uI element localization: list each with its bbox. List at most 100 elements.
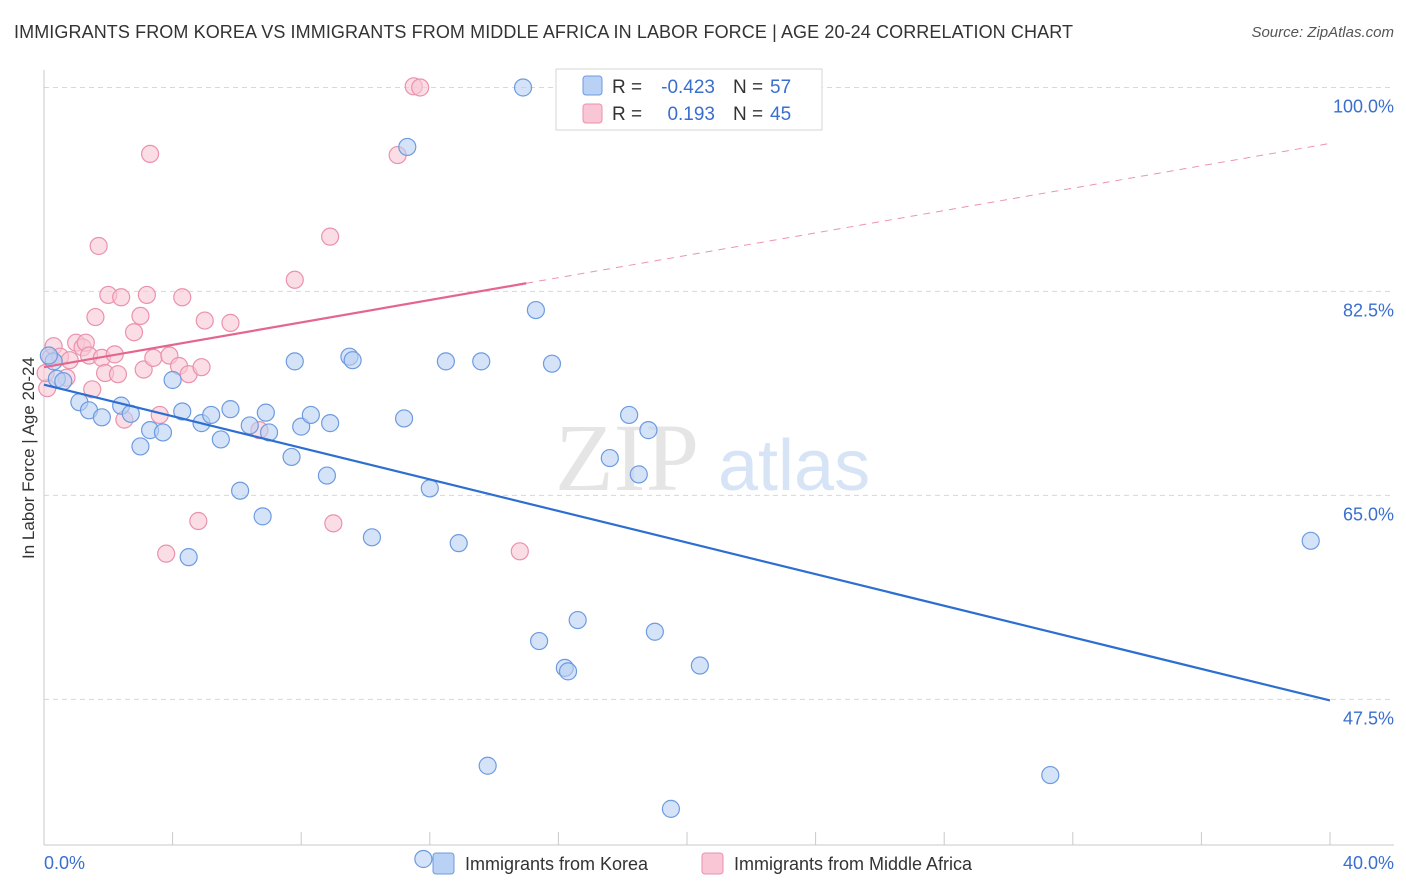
stats-n-value-africa: 45: [770, 104, 791, 125]
africa-point: [108, 365, 128, 384]
korea-point: [179, 548, 198, 567]
korea-point: [645, 622, 664, 641]
africa-point: [195, 311, 214, 330]
axes: [43, 70, 1394, 846]
korea-point: [292, 417, 311, 436]
korea-point: [362, 528, 382, 547]
korea-point: [343, 351, 362, 370]
korea-point: [661, 799, 681, 818]
korea-point: [92, 408, 111, 427]
korea-point: [317, 466, 337, 485]
watermark-atlas: atlas: [718, 426, 870, 506]
korea-point: [301, 405, 320, 425]
africa-trend-line: [43, 282, 527, 369]
x-tick-label-min: 0.0%: [44, 853, 85, 873]
korea-point: [1041, 765, 1060, 785]
korea-point: [394, 409, 414, 428]
africa-point: [60, 351, 79, 370]
korea-point: [472, 352, 491, 371]
africa-point: [157, 544, 176, 563]
korea-point: [321, 414, 340, 433]
x-ticks: [43, 832, 1331, 845]
africa-point: [324, 514, 343, 533]
africa-point: [411, 78, 430, 97]
korea-point: [526, 300, 545, 320]
africa-point: [124, 323, 144, 342]
africa-trend-extension: [526, 142, 1331, 284]
africa-point: [86, 307, 105, 327]
korea-point: [420, 479, 439, 498]
stats-n-label-korea: N =: [733, 77, 763, 98]
korea-point: [163, 370, 182, 390]
korea-point: [568, 610, 587, 630]
korea-point: [690, 656, 709, 675]
y-tick-label: 100.0%: [1333, 96, 1394, 116]
africa-point: [83, 380, 102, 399]
korea-point: [240, 416, 259, 435]
x-tick-label-max: 40.0%: [1343, 853, 1394, 873]
stats-r-label-korea: R =: [612, 77, 642, 98]
korea-point: [202, 405, 221, 425]
stats-r-label-africa: R =: [612, 104, 642, 125]
korea-point: [39, 346, 58, 365]
series-middle-africa: [36, 77, 529, 563]
korea-point: [285, 352, 304, 371]
africa-point: [131, 306, 150, 326]
korea-point: [221, 400, 240, 419]
africa-point: [510, 542, 529, 561]
y-tick-label: 47.5%: [1343, 708, 1394, 728]
y-tick-label: 65.0%: [1343, 504, 1394, 524]
korea-point: [173, 402, 192, 421]
legend-africa-swatch: [701, 852, 724, 875]
gridlines: [44, 86, 1394, 700]
korea-point: [558, 662, 578, 681]
korea-point: [436, 352, 455, 371]
africa-point: [144, 348, 163, 367]
korea-point: [414, 849, 433, 869]
korea-trend-line: [43, 383, 1331, 702]
africa-point: [134, 360, 153, 379]
y-tick-label: 82.5%: [1343, 300, 1394, 320]
korea-point: [153, 423, 173, 442]
korea-point: [639, 421, 658, 440]
korea-point: [449, 534, 468, 553]
africa-point: [140, 144, 160, 164]
africa-point: [137, 285, 156, 305]
africa-point: [192, 358, 211, 377]
korea-point: [253, 507, 272, 526]
stats-legend: R = -0.423 N = 57 R = 0.193 N = 45: [555, 68, 823, 131]
trend-lines: [43, 142, 1331, 702]
africa-point: [89, 236, 108, 256]
korea-point: [530, 631, 549, 651]
africa-point: [321, 227, 340, 246]
korea-point: [256, 403, 275, 422]
korea-point: [600, 448, 619, 468]
korea-point: [513, 78, 533, 97]
stats-r-value-korea: -0.423: [661, 77, 715, 98]
korea-point: [398, 137, 417, 157]
africa-point: [189, 511, 208, 531]
stats-legend-korea-swatch: [582, 75, 603, 96]
stats-legend-africa-swatch: [582, 103, 603, 124]
korea-point: [620, 405, 639, 425]
africa-point: [285, 270, 304, 289]
chart-title: IMMIGRANTS FROM KOREA VS IMMIGRANTS FROM…: [14, 22, 1074, 42]
korea-point: [478, 756, 497, 775]
stats-r-value-africa: 0.193: [667, 104, 715, 125]
series-korea: [39, 78, 1320, 869]
korea-point: [1301, 531, 1320, 550]
y-tick-labels: 47.5% 65.0% 82.5% 100.0%: [1333, 96, 1394, 728]
africa-point: [112, 288, 131, 307]
korea-point: [131, 437, 150, 456]
legend-korea-label: Immigrants from Korea: [465, 854, 649, 874]
y-axis-title: In Labor Force | Age 20-24: [19, 357, 38, 559]
korea-point: [231, 481, 250, 500]
korea-point: [282, 447, 301, 467]
stats-n-value-korea: 57: [770, 77, 791, 98]
africa-point: [221, 313, 240, 332]
korea-point: [211, 430, 230, 449]
legend-africa-label: Immigrants from Middle Africa: [734, 854, 973, 874]
source-label: Source: ZipAtlas.com: [1251, 24, 1394, 41]
korea-point: [629, 465, 648, 484]
